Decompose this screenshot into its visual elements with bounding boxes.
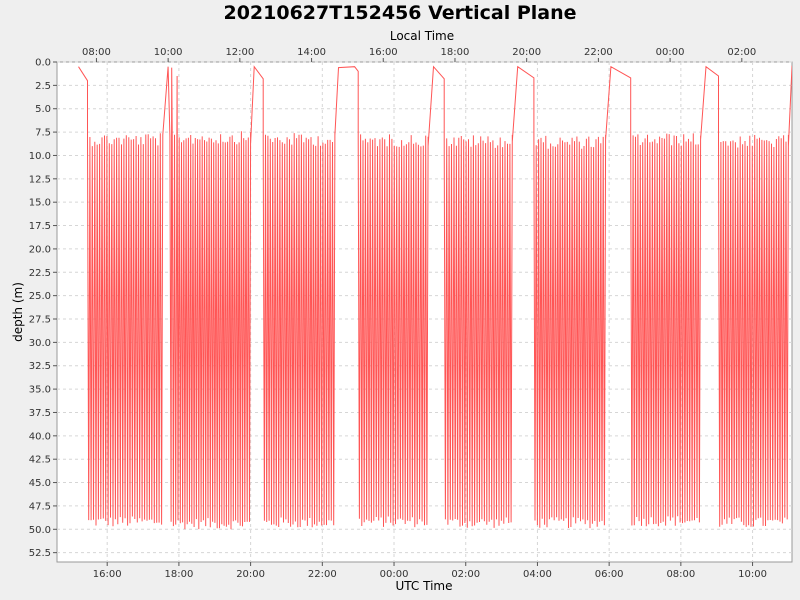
y-tick-label: 5.0	[35, 104, 51, 115]
top-tick-label: 10:00	[154, 47, 183, 58]
y-tick-label: 27.5	[29, 315, 51, 326]
chart-title: 20210627T152456 Vertical Plane	[223, 2, 576, 24]
y-tick-label: 52.5	[29, 548, 51, 559]
bottom-axis: 16:00 18:00 20:00 22:00 00:00 02:00 04:00 06:00…	[93, 562, 767, 580]
y-tick-label: 40.0	[29, 431, 51, 442]
top-tick-label: 00:00	[656, 47, 685, 58]
x-tick-label: 10:00	[738, 569, 767, 580]
x-tick-label: 20:00	[236, 569, 265, 580]
y-axis-label: depth (m)	[11, 282, 25, 342]
x-tick-label: 04:00	[523, 569, 552, 580]
top-tick-label: 16:00	[369, 47, 398, 58]
x-tick-label: 18:00	[164, 569, 193, 580]
x-tick-label: 02:00	[451, 569, 480, 580]
y-tick-label: 17.5	[29, 221, 51, 232]
y-tick-label: 32.5	[29, 361, 51, 372]
y-tick-label: 25.0	[29, 291, 51, 302]
y-tick-label: 37.5	[29, 408, 51, 419]
y-tick-label: 20.0	[29, 244, 51, 255]
y-tick-label: 0.0	[35, 58, 51, 69]
top-tick-label: 18:00	[441, 47, 470, 58]
x-tick-label: 00:00	[380, 569, 409, 580]
x-axis-label: UTC Time	[396, 579, 453, 593]
y-tick-label: 50.0	[29, 525, 51, 536]
top-tick-label: 08:00	[82, 47, 111, 58]
x-tick-label: 06:00	[595, 569, 624, 580]
left-axis: 0.0 2.5 5.0 7.5 10.0 12.5 15.0 17.5 20.0 22.5 25.0…	[29, 58, 57, 559]
depth-series-line	[78, 65, 792, 530]
x-tick-label: 22:00	[308, 569, 337, 580]
y-tick-label: 2.5	[35, 81, 51, 92]
y-tick-label: 30.0	[29, 338, 51, 349]
top-axis: 08:00 10:00 12:00 14:00 16:00 18:00 20:00 22:00…	[82, 47, 756, 62]
top-tick-label: 14:00	[297, 47, 326, 58]
y-tick-label: 15.0	[29, 198, 51, 209]
top-axis-label: Local Time	[390, 29, 454, 43]
y-tick-label: 42.5	[29, 455, 51, 466]
x-tick-label: 08:00	[666, 569, 695, 580]
top-tick-label: 12:00	[225, 47, 254, 58]
top-tick-label: 02:00	[727, 47, 756, 58]
y-tick-label: 22.5	[29, 268, 51, 279]
y-tick-label: 7.5	[35, 128, 51, 139]
y-tick-label: 35.0	[29, 385, 51, 396]
top-tick-label: 20:00	[512, 47, 541, 58]
y-tick-label: 10.0	[29, 151, 51, 162]
y-tick-label: 45.0	[29, 478, 51, 489]
x-tick-label: 16:00	[93, 569, 122, 580]
y-tick-label: 12.5	[29, 174, 51, 185]
y-tick-label: 47.5	[29, 501, 51, 512]
top-tick-label: 22:00	[584, 47, 613, 58]
